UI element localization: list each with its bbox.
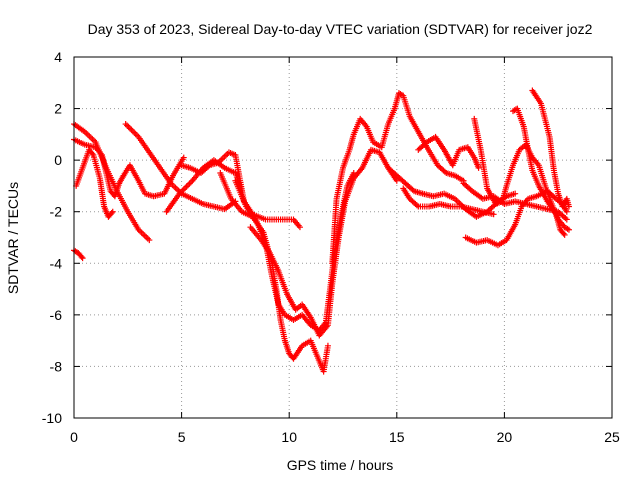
data-point (475, 164, 482, 171)
series-track (510, 105, 568, 238)
x-tick-label: 25 (604, 429, 620, 445)
data-marker (89, 150, 96, 157)
x-tick-label: 0 (70, 429, 78, 445)
x-tick-label: 10 (281, 429, 297, 445)
y-tick-label: 4 (54, 49, 62, 65)
series-track (73, 146, 116, 220)
data-point (79, 255, 86, 262)
tick-labels: 0 5 10 15 20 25 -10 -8 -6 -4 -2 0 2 4 (42, 49, 620, 445)
data-marker (126, 125, 133, 132)
data-marker (560, 230, 567, 237)
data-marker (183, 183, 190, 190)
data-point (561, 231, 568, 238)
y-tick-label: 0 (54, 152, 62, 168)
data-point (563, 208, 570, 215)
data-marker (182, 184, 189, 191)
series-track (415, 133, 482, 171)
y-tick-label: -4 (50, 255, 63, 271)
x-tick-label: 15 (389, 429, 405, 445)
data-marker (132, 131, 139, 138)
data-points (71, 87, 572, 375)
x-tick-label: 20 (497, 429, 513, 445)
series-track (71, 247, 86, 262)
x-tick-label: 5 (178, 429, 186, 445)
y-axis-label: SDTVAR / TECUs (5, 182, 21, 294)
plot-frame (73, 56, 613, 419)
data-marker (78, 253, 85, 260)
series-track (247, 146, 400, 339)
data-point (180, 154, 187, 161)
data-point (565, 203, 572, 210)
data-marker (131, 129, 138, 136)
data-point (512, 190, 519, 197)
data-marker (186, 180, 193, 187)
y-tick-label: -8 (50, 358, 63, 374)
data-marker (128, 126, 135, 133)
series-track (71, 136, 187, 200)
data-marker (129, 128, 136, 135)
data-point (565, 226, 572, 233)
data-point (563, 216, 570, 223)
y-tick-label: -2 (50, 204, 63, 220)
y-tick-label: -10 (42, 410, 62, 426)
data-point (122, 121, 129, 128)
data-point (109, 208, 116, 215)
data-point (296, 224, 303, 231)
grid-lines (74, 57, 612, 418)
series-track (529, 87, 572, 210)
series-track (400, 185, 497, 218)
data-marker (187, 179, 194, 186)
data-marker (125, 123, 132, 130)
y-tick-label: -6 (50, 307, 63, 323)
data-marker (185, 182, 192, 189)
series-track (329, 90, 467, 267)
data-point (324, 342, 331, 349)
series-track (385, 164, 519, 220)
data-point (146, 237, 153, 244)
x-axis-label: GPS time / hours (287, 457, 394, 473)
data-point (490, 211, 497, 218)
chart-title: Day 353 of 2023, Sidereal Day-to-day VTE… (88, 21, 593, 37)
data-marker (124, 122, 131, 129)
series-track (71, 121, 153, 244)
data-marker (108, 210, 115, 217)
y-tick-label: 2 (54, 101, 62, 117)
tick-marks (73, 56, 613, 419)
